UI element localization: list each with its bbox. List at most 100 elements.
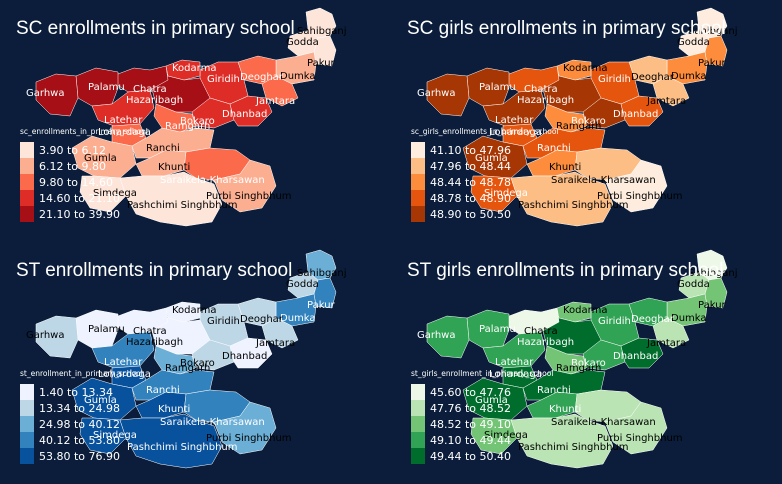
district-label-godda: Godda	[286, 37, 319, 48]
legend-swatch	[20, 416, 34, 432]
legend-label: 48.78 to 48.90	[430, 191, 512, 205]
legend-title: st_girls_enrollment_in_primary_school	[411, 369, 554, 378]
district-latehar	[482, 89, 546, 127]
district-label-lohardaga: Lohardaga	[98, 127, 151, 138]
legend-item: 21.10 to 39.90	[20, 206, 148, 222]
legend-swatch	[20, 158, 34, 174]
district-simdega	[470, 175, 518, 213]
legend-swatch	[411, 448, 425, 464]
legend-item: 24.98 to 40.12	[20, 416, 143, 432]
district-simdega	[79, 417, 127, 455]
district-latehar	[91, 89, 155, 127]
legend-item: 13.34 to 24.98	[20, 400, 143, 416]
district-latehar	[91, 331, 155, 369]
legend-swatch	[20, 448, 34, 464]
district-garhwa	[426, 73, 470, 117]
legend-label: 13.34 to 24.98	[39, 401, 121, 415]
district-garhwa	[35, 315, 79, 359]
district-label-purbi-singhbhum: Purbi Singhbhum	[206, 191, 292, 202]
district-label-khunti: Khunti	[158, 404, 190, 415]
legend-label: 41.10 to 47.96	[430, 143, 512, 157]
district-label-ramgarh: Ramgarh	[556, 121, 601, 132]
legend-swatch	[411, 158, 425, 174]
district-label-simdega: Simdega	[93, 188, 137, 199]
district-pashchimi-singhbhum	[119, 171, 223, 227]
district-label-chatra: Chatra	[133, 326, 167, 337]
legend-swatch	[20, 174, 34, 190]
legend-label: 53.80 to 76.90	[39, 449, 121, 463]
district-label-lohardaga: Lohardaga	[489, 127, 542, 138]
district-label-simdega: Simdega	[484, 188, 528, 199]
legend: st_girls_enrollment_in_primary_school 45…	[411, 369, 553, 464]
district-label-purbi-singhbhum: Purbi Singhbhum	[597, 433, 683, 444]
legend-label: 49.10 to 49.44	[430, 433, 512, 447]
legend: sc_girls_enrollments_in_primary_school 4…	[411, 127, 559, 222]
district-label-garhwa: Garhwa	[417, 330, 455, 341]
district-label-jamtara: Jamtara	[646, 338, 686, 349]
legend-swatch	[20, 400, 34, 416]
district-label-latehar: Latehar	[495, 357, 534, 368]
legend-swatch	[20, 432, 34, 448]
legend-title: st_enrollment_in_primary_school	[20, 369, 143, 378]
legend-item: 1.40 to 13.34	[20, 384, 143, 400]
district-label-latehar: Latehar	[104, 115, 143, 126]
district-label-deoghar: Deoghar	[631, 314, 675, 325]
district-label-pakur: Pakur	[307, 300, 336, 311]
district-label-chatra: Chatra	[524, 326, 558, 337]
district-label-simdega: Simdega	[93, 430, 137, 441]
panel-title: ST enrollments in primary school	[16, 260, 293, 281]
district-purbi-singhbhum	[604, 159, 668, 213]
district-label-dhanbad: Dhanbad	[613, 351, 658, 362]
district-label-lohardaga: Lohardaga	[98, 369, 151, 380]
district-label-ramgarh: Ramgarh	[165, 121, 210, 132]
district-chatra	[115, 307, 169, 335]
district-label-simdega: Simdega	[484, 430, 528, 441]
legend-swatch	[20, 206, 34, 222]
district-label-kodarma: Kodarma	[563, 305, 607, 316]
sc-girls-enrollment-panel: Sahibganj Godda Pakur Dumka Deoghar Kodarma Gi…	[391, 0, 782, 242]
legend-item: 3.90 to 6.12	[20, 142, 148, 158]
legend-swatch	[20, 142, 34, 158]
panel-title: SC enrollments in primary school	[16, 18, 295, 39]
district-label-pashchimi-singhbhum: Pashchimi Singhbhum	[127, 442, 237, 453]
district-label-gumla: Gumla	[475, 395, 508, 406]
district-label-pakur: Pakur	[307, 58, 336, 69]
district-label-latehar: Latehar	[104, 357, 143, 368]
district-label-garhwa: Garhwa	[26, 330, 64, 341]
district-label-pashchimi-singhbhum: Pashchimi Singhbhum	[127, 200, 237, 211]
district-label-lohardaga: Lohardaga	[489, 369, 542, 380]
legend-swatch	[20, 384, 34, 400]
district-dhanbad	[620, 95, 664, 127]
legend-label: 40.12 to 53.80	[39, 433, 121, 447]
legend-item: 48.52 to 49.10	[411, 416, 553, 432]
legend-item: 6.12 to 9.80	[20, 158, 148, 174]
legend-label: 48.52 to 49.10	[430, 417, 512, 431]
district-label-pakur: Pakur	[698, 58, 727, 69]
district-label-deoghar: Deoghar	[240, 72, 284, 83]
district-label-dumka: Dumka	[671, 313, 707, 324]
district-dhanbad	[229, 337, 273, 369]
legend-label: 47.96 to 48.44	[430, 159, 512, 173]
district-label-jamtara: Jamtara	[646, 96, 686, 107]
district-label-purbi-singhbhum: Purbi Singhbhum	[206, 433, 292, 444]
legend-item: 49.10 to 49.44	[411, 432, 553, 448]
sc-enrollment-panel: Sahibganj Godda Pakur Dumka Deoghar Kodarma Gi…	[0, 0, 391, 242]
legend-item: 9.80 to 14.60	[20, 174, 148, 190]
district-label-dumka: Dumka	[671, 71, 707, 82]
district-label-hazaribagh: Hazaribagh	[517, 95, 574, 106]
district-label-pakur: Pakur	[698, 300, 727, 311]
district-label-palamu: Palamu	[88, 324, 125, 335]
district-label-jamtara: Jamtara	[255, 96, 295, 107]
legend-item: 47.76 to 48.52	[411, 400, 553, 416]
legend-label: 1.40 to 13.34	[39, 385, 114, 399]
district-dhanbad	[620, 337, 664, 369]
district-label-khunti: Khunti	[549, 162, 581, 173]
district-ramgarh	[153, 103, 197, 133]
district-label-ramgarh: Ramgarh	[556, 363, 601, 374]
district-palamu	[75, 309, 119, 349]
district-palamu	[466, 309, 510, 349]
district-purbi-singhbhum	[213, 401, 277, 455]
district-label-kodarma: Kodarma	[563, 63, 607, 74]
